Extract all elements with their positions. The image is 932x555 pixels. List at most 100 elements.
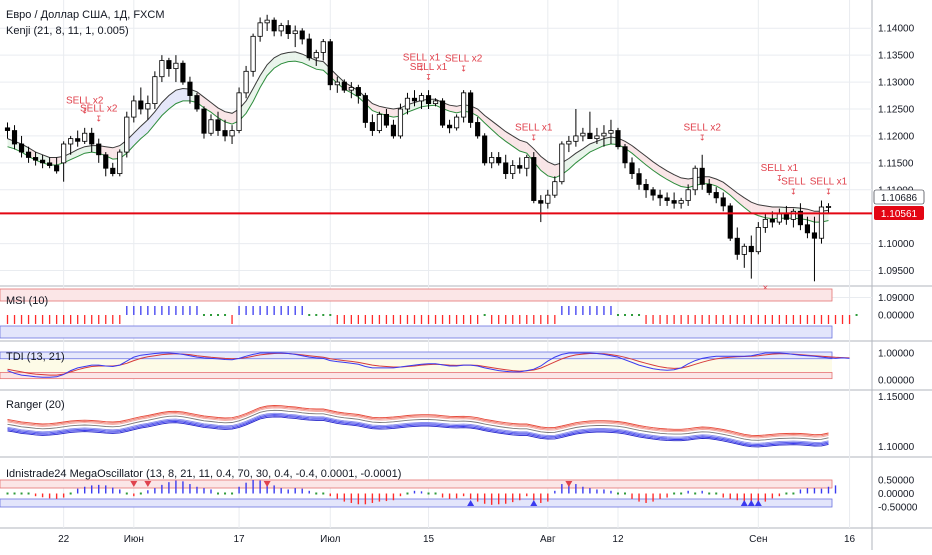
candle-body bbox=[96, 143, 102, 156]
price-pane[interactable]: SELL x2↧SELL x2↧SELL x1↧SELL x1↧SELL x2↧… bbox=[0, 14, 872, 294]
candle-body bbox=[594, 135, 600, 140]
sell-signal-arrow: ↧ bbox=[530, 134, 537, 143]
msi-neutral-dot bbox=[483, 314, 486, 316]
candle-body bbox=[166, 60, 172, 70]
mega-neutral-dot bbox=[616, 492, 619, 495]
kenji-cloud-segment bbox=[477, 109, 485, 123]
candle-body bbox=[397, 108, 404, 137]
kenji-cloud-segment bbox=[639, 151, 647, 165]
price-axis[interactable]: 1.14000 1.13500 1.13000 1.12500 1.12000 1.115… bbox=[878, 24, 918, 514]
sell-signal-label: SELL x2 bbox=[66, 96, 104, 107]
ranger-band-line bbox=[7, 414, 829, 445]
candle-body bbox=[187, 81, 193, 96]
time-tick-label: Июн bbox=[124, 534, 144, 545]
candle-body bbox=[320, 41, 326, 53]
mega-neutral-dot bbox=[680, 492, 683, 495]
price-tick-label: 1.12000 bbox=[878, 131, 915, 142]
candle-body bbox=[517, 165, 523, 169]
sell-signal-label: SELL bbox=[781, 176, 806, 187]
candle-body bbox=[215, 119, 221, 131]
mega-lower-zone bbox=[0, 498, 833, 508]
candle-body bbox=[390, 124, 397, 137]
msi-neutral-dot bbox=[624, 314, 626, 316]
mega-sell-marker bbox=[144, 481, 152, 487]
kenji-cloud-segment bbox=[730, 187, 738, 202]
mega-neutral-dot bbox=[708, 492, 711, 495]
msi-lower-zone bbox=[0, 325, 833, 339]
candle-body bbox=[306, 38, 312, 59]
candle-body bbox=[411, 97, 418, 102]
candle-body bbox=[18, 143, 25, 153]
tdi-pane[interactable] bbox=[0, 351, 850, 380]
candle-body bbox=[383, 113, 389, 126]
mega-neutral-dot bbox=[20, 492, 23, 495]
kenji-cloud-segment bbox=[533, 148, 541, 171]
sell-signal-arrow: ↧ bbox=[699, 134, 706, 143]
candle-body bbox=[727, 205, 733, 239]
kenji-cloud-segment bbox=[379, 106, 387, 116]
candle-body bbox=[580, 132, 586, 137]
candle-body bbox=[159, 60, 165, 78]
candle-body bbox=[657, 194, 663, 199]
sell-signal-label: SELL x1 bbox=[515, 123, 553, 134]
candle-body bbox=[545, 194, 551, 204]
kenji-cloud-segment bbox=[807, 209, 815, 223]
mega-buy-marker bbox=[530, 500, 538, 506]
msi-tick-label: 0.00000 bbox=[878, 311, 915, 322]
mega-neutral-dot bbox=[673, 492, 676, 495]
candle-body bbox=[622, 146, 628, 164]
kenji-cloud-segment bbox=[765, 205, 773, 219]
candle-body bbox=[566, 140, 572, 145]
candle-body bbox=[124, 116, 130, 153]
candle-body bbox=[636, 173, 642, 185]
pane-title-msi: MSI (10) bbox=[6, 295, 48, 307]
line-price-badge bbox=[874, 206, 924, 220]
candle-body bbox=[194, 95, 200, 110]
candle-body bbox=[650, 189, 656, 196]
sell-signal-arrow: ↧ bbox=[776, 174, 783, 183]
legend: Евро / Доллар США, 1Д, FXCM Kenji (21, 8… bbox=[6, 9, 401, 480]
sell-signal-arrow: ↧ bbox=[95, 115, 102, 124]
candle-body bbox=[404, 97, 411, 110]
candle-body bbox=[629, 162, 635, 175]
pane-title-tdi: TDI (13, 21) bbox=[6, 351, 65, 363]
msi-pane[interactable] bbox=[0, 288, 858, 339]
candle-body bbox=[439, 100, 446, 126]
candle-body bbox=[496, 157, 502, 164]
mega-oscillator-pane[interactable] bbox=[0, 479, 837, 508]
candle-body bbox=[341, 81, 347, 91]
msi-neutral-dot bbox=[224, 314, 227, 316]
candle-body bbox=[741, 245, 747, 255]
ranger-pane[interactable] bbox=[7, 405, 829, 448]
sell-signal-label: SELL x2 bbox=[80, 104, 118, 115]
candle-body bbox=[804, 224, 811, 234]
candle-body bbox=[313, 52, 319, 59]
kenji-cloud-segment bbox=[281, 52, 289, 64]
candle-body bbox=[783, 213, 789, 220]
ranger-band-line bbox=[7, 409, 829, 441]
mega-neutral-dot bbox=[434, 492, 437, 495]
last-price-badge-text: 1.10686 bbox=[881, 193, 918, 204]
time-tick-label: Июл bbox=[320, 534, 340, 545]
mega-buy-marker bbox=[740, 500, 748, 506]
cross-marker: × bbox=[762, 283, 768, 294]
ranger-band-line bbox=[7, 416, 829, 448]
candle-body bbox=[334, 81, 340, 86]
candle-body bbox=[82, 132, 88, 142]
candle-body bbox=[615, 130, 621, 148]
mega-tick-label: 0.50000 bbox=[878, 476, 915, 487]
candle-body bbox=[643, 183, 649, 191]
mega-sell-marker bbox=[263, 481, 271, 487]
kenji-cloud-segment bbox=[737, 193, 745, 208]
kenji-cloud-segment bbox=[751, 202, 759, 216]
kenji-cloud-segment bbox=[253, 75, 261, 102]
candle-body bbox=[776, 213, 782, 223]
candle-body bbox=[482, 135, 488, 164]
sell-signal-arrow: ↧ bbox=[418, 64, 425, 73]
time-axis[interactable]: 22 Июн 17 Июл 15 Авг 12 Сен 16 bbox=[58, 534, 855, 545]
price-tick-label: 1.10000 bbox=[878, 239, 915, 250]
kenji-cloud-segment bbox=[547, 161, 555, 178]
kenji-cloud-segment bbox=[498, 126, 506, 142]
mega-tick-label: -0.50000 bbox=[878, 503, 918, 514]
